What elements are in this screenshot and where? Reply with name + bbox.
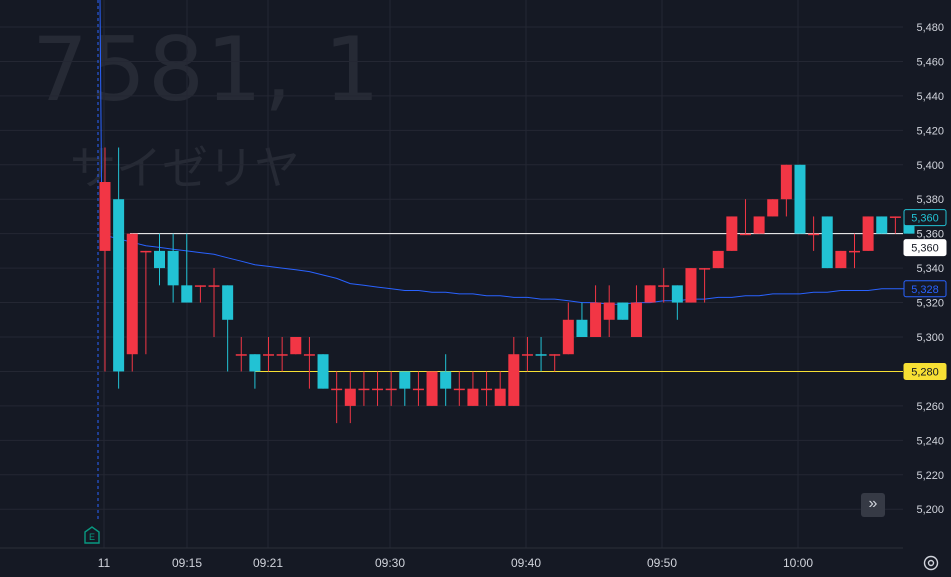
candle-body bbox=[385, 388, 397, 391]
candle-body bbox=[263, 354, 275, 356]
candle-body bbox=[508, 354, 520, 406]
price-tag-yellow bbox=[903, 362, 947, 380]
y-tick-label: 5,340 bbox=[916, 263, 944, 275]
candle-body bbox=[576, 319, 588, 337]
candle-body bbox=[535, 354, 547, 356]
watermark-symbol: 7581, 1 bbox=[32, 18, 382, 121]
candle-body bbox=[344, 388, 356, 406]
candle-body bbox=[276, 354, 288, 356]
candle-body bbox=[549, 354, 561, 356]
y-tick-label: 5,380 bbox=[916, 194, 944, 206]
candle-body bbox=[235, 354, 247, 356]
candle-body bbox=[876, 216, 888, 234]
candle-body bbox=[453, 388, 465, 391]
price-tag-label-yellow: 5,280 bbox=[911, 366, 939, 378]
candle-body bbox=[780, 164, 792, 200]
candle-body bbox=[862, 216, 874, 251]
candle-body bbox=[317, 354, 329, 389]
y-tick-label: 5,240 bbox=[916, 435, 944, 447]
y-tick-label: 5,460 bbox=[916, 56, 944, 68]
candle-body bbox=[412, 388, 424, 391]
candle-body bbox=[821, 216, 833, 269]
y-tick-label: 5,420 bbox=[916, 125, 944, 137]
candle-body bbox=[290, 337, 302, 355]
earnings-marker-icon[interactable]: E bbox=[83, 526, 101, 544]
candle-body bbox=[603, 302, 615, 320]
price-tag-last bbox=[903, 209, 947, 227]
candle-body bbox=[331, 388, 343, 391]
candle-body bbox=[140, 250, 152, 253]
y-tick-label: 5,400 bbox=[916, 160, 944, 172]
price-tag-label-last: 5,360 bbox=[911, 213, 939, 225]
x-tick-label: 09:30 bbox=[375, 556, 405, 570]
candle-body bbox=[726, 216, 738, 251]
price-tag-ma bbox=[903, 280, 947, 298]
candle-body bbox=[494, 388, 506, 406]
candle-body bbox=[644, 285, 656, 303]
candle-body bbox=[399, 371, 411, 389]
candle-body bbox=[440, 371, 452, 389]
y-tick-label: 5,440 bbox=[916, 91, 944, 103]
candle-body bbox=[753, 216, 765, 234]
x-tick-label: 09:50 bbox=[647, 556, 677, 570]
y-tick-label: 5,260 bbox=[916, 401, 944, 413]
candle-body bbox=[372, 388, 384, 391]
y-tick-label: 5,320 bbox=[916, 298, 944, 310]
candle-body bbox=[617, 302, 629, 320]
candle-body bbox=[630, 302, 642, 337]
price-tag-label-white: 5,360 bbox=[911, 243, 939, 255]
settings-icon[interactable] bbox=[922, 554, 940, 572]
x-tick-label: 11 bbox=[98, 556, 111, 570]
candle-body bbox=[794, 164, 806, 234]
y-tick-label: 5,480 bbox=[916, 22, 944, 34]
candle-body bbox=[590, 302, 602, 337]
candle-body bbox=[889, 216, 901, 218]
scroll-to-realtime-button[interactable]: » bbox=[861, 493, 885, 517]
candle-body bbox=[194, 285, 206, 287]
candle-body bbox=[303, 354, 315, 356]
candle-body bbox=[481, 388, 493, 391]
y-tick-label: 5,220 bbox=[916, 470, 944, 482]
moving-average-line bbox=[99, 0, 909, 305]
candle-body bbox=[249, 354, 261, 372]
candle-body bbox=[222, 285, 234, 320]
candle-body bbox=[739, 233, 751, 236]
candle-body bbox=[767, 199, 779, 217]
earnings-marker-label: E bbox=[89, 532, 95, 542]
x-tick-label: 09:21 bbox=[253, 556, 283, 570]
candle-body bbox=[208, 285, 220, 287]
candle-body bbox=[685, 268, 697, 303]
candle-body bbox=[699, 268, 711, 270]
candle-body bbox=[113, 199, 125, 372]
candle-body bbox=[848, 250, 860, 253]
candle-body bbox=[671, 285, 683, 303]
candle-body bbox=[658, 285, 670, 287]
candle-body bbox=[808, 233, 820, 236]
candle-body bbox=[358, 388, 370, 391]
candle-body bbox=[99, 182, 111, 251]
candle-body bbox=[835, 250, 847, 269]
y-tick-label: 5,300 bbox=[916, 332, 944, 344]
candle-body bbox=[467, 388, 479, 406]
x-tick-label: 09:40 bbox=[511, 556, 541, 570]
x-tick-label: 10:00 bbox=[783, 556, 813, 570]
candle-body bbox=[167, 250, 179, 286]
candle-body bbox=[521, 354, 533, 356]
y-tick-label: 5,200 bbox=[916, 504, 944, 516]
price-tag-white bbox=[903, 239, 947, 257]
x-tick-label: 09:15 bbox=[172, 556, 202, 570]
candle-body bbox=[154, 250, 166, 269]
candle-body bbox=[712, 250, 724, 269]
candle-body bbox=[426, 371, 438, 406]
candle-body bbox=[181, 285, 193, 303]
candle-body bbox=[126, 233, 138, 355]
price-tag-label-ma: 5,328 bbox=[911, 284, 939, 296]
y-tick-label: 5,360 bbox=[916, 229, 944, 241]
candle-body bbox=[562, 319, 574, 355]
